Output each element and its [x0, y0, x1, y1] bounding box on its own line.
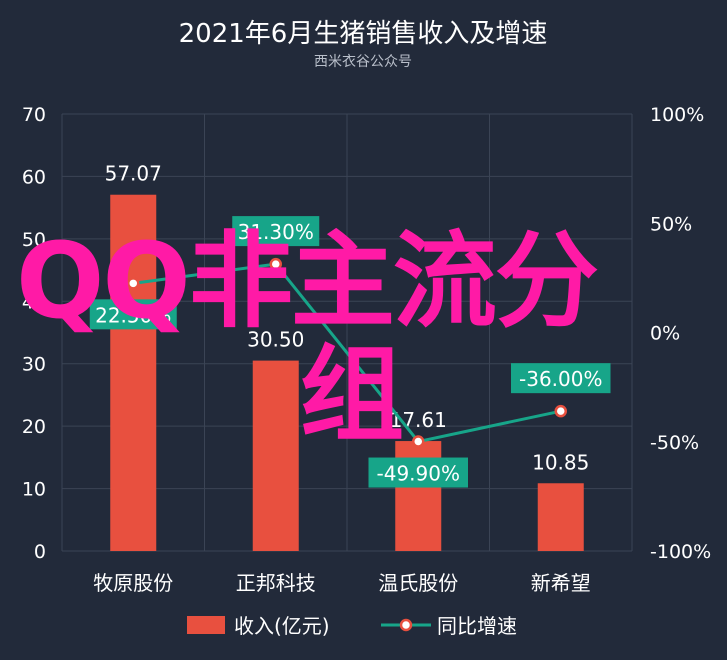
bar: [537, 483, 584, 551]
y-right-tick-label: -100%: [650, 541, 711, 563]
category-label: 温氏股份: [378, 571, 458, 595]
category-label: 牧原股份: [93, 571, 173, 595]
y-right-tick-label: 50%: [650, 213, 692, 235]
bar-value-label: 10.85: [532, 450, 589, 474]
line-point: [269, 257, 282, 271]
rate-label-box: [89, 299, 177, 330]
line-point: [127, 277, 140, 290]
rate-value-label: 22.50%: [95, 303, 171, 327]
y-left-tick-label: 50: [22, 229, 46, 251]
grid: [61, 113, 633, 552]
rate-value-label: 31.30%: [238, 220, 314, 244]
y-left-tick-label: 30: [22, 354, 46, 376]
category-label: 新希望: [531, 571, 591, 595]
y-left-tick-label: 0: [34, 541, 46, 563]
y-left-tick-label: 20: [22, 416, 46, 438]
bar-value-label: 57.07: [105, 162, 162, 186]
bar: [110, 194, 157, 551]
y-left-tick-label: 40: [22, 291, 46, 313]
legend[interactable]: 收入(亿元) 同比增速: [187, 614, 517, 638]
rate-label-box: [511, 363, 611, 394]
chart-title: 2021年6月生猪销售收入及增速: [179, 19, 548, 49]
y-left-tick-label: 10: [22, 479, 46, 501]
y-left-tick-label: 70: [22, 104, 46, 126]
line-point: [412, 435, 425, 448]
y-left-tick-label: 60: [22, 166, 46, 188]
y-right-tick-label: 0%: [650, 323, 680, 345]
bar-value-label: 17.61: [390, 408, 447, 432]
y-right-tick-label: 100%: [650, 104, 704, 126]
legend-line-marker: [399, 618, 413, 632]
series-line: [133, 262, 562, 444]
category-label: 正邦科技: [236, 571, 316, 595]
left-axis: 0 10 20 30 40 50 60 70: [22, 104, 46, 563]
right-axis: -100% -50% 0% 50% 100%: [650, 104, 711, 563]
line-point: [554, 404, 567, 418]
chart-subtitle: 西米衣谷公众号: [314, 54, 412, 70]
rate-value-label: -49.90%: [377, 462, 460, 486]
legend-bar-swatch: [187, 616, 225, 634]
rate-value-label: -36.00%: [519, 367, 602, 391]
line-series: 22.50% 31.30% -49.90% -36.00%: [89, 216, 611, 488]
legend-line-label: 同比增速: [437, 614, 517, 638]
rate-label-box: [368, 457, 468, 488]
legend-bar-label: 收入(亿元): [234, 614, 330, 638]
x-axis: 牧原股份 正邦科技 温氏股份 新希望: [93, 571, 591, 595]
y-right-tick-label: -50%: [650, 432, 699, 454]
bar-value-label: 30.50: [247, 328, 304, 352]
bar: [252, 360, 299, 551]
rate-label-box: [232, 216, 320, 247]
